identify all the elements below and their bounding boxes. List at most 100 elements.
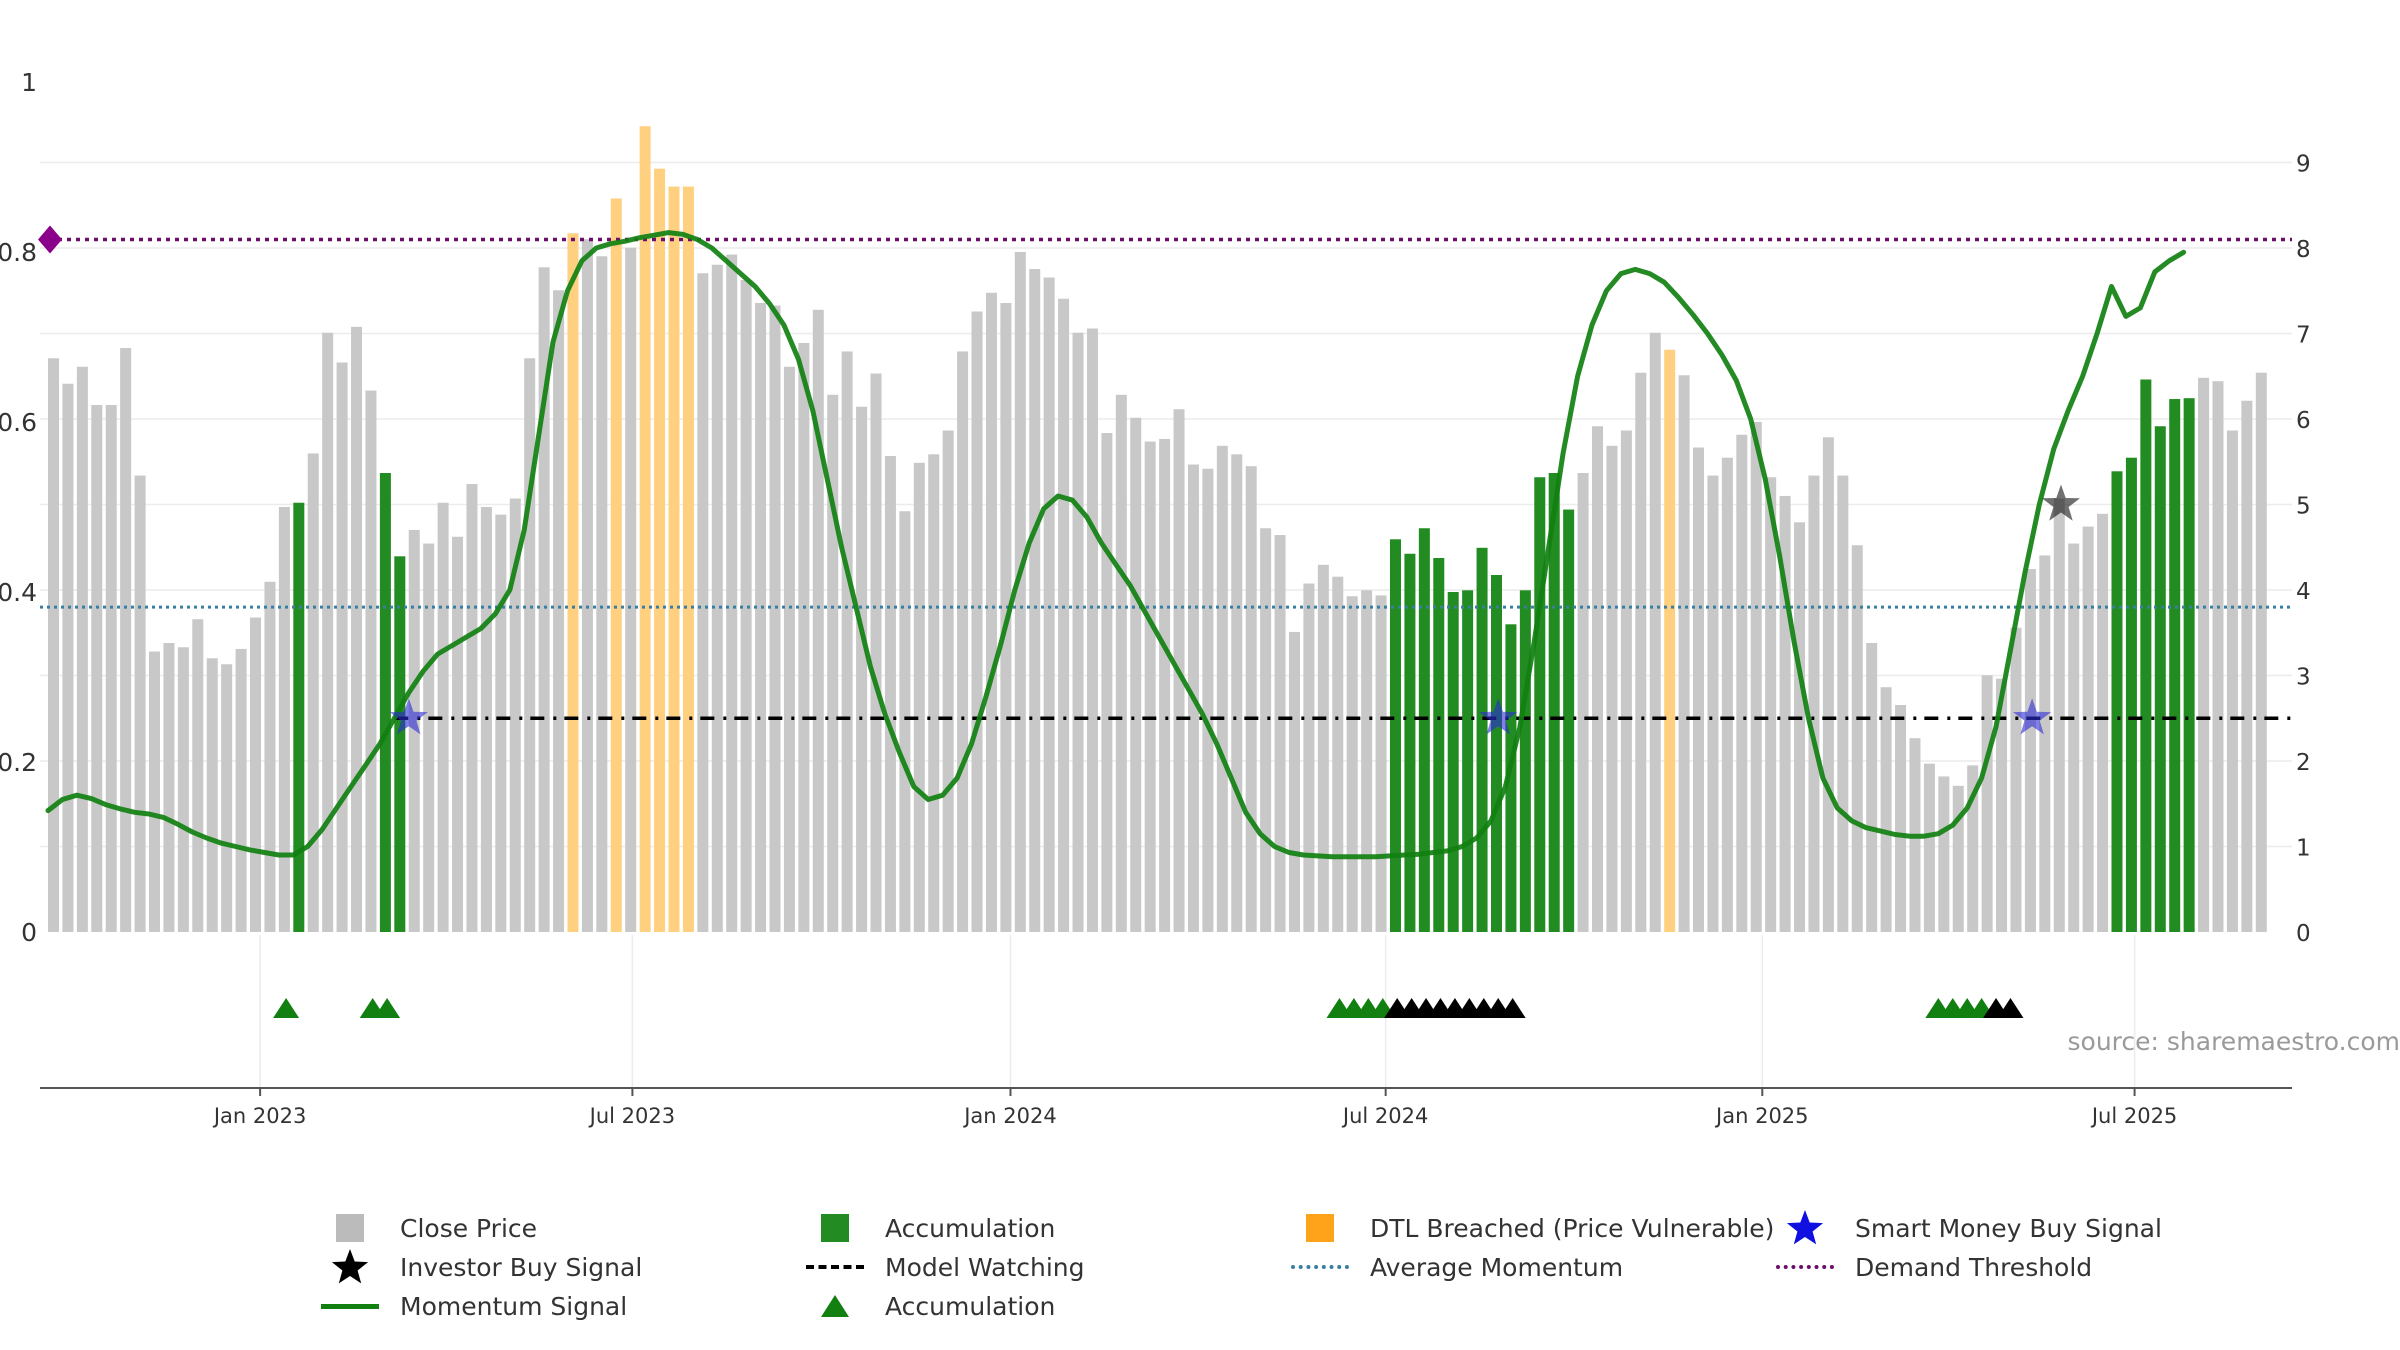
- close-price-bar: [1779, 495, 1791, 932]
- accumulation-bar: [1418, 528, 1430, 932]
- close-price-bar: [1649, 332, 1661, 932]
- legend-triangle-icon: [805, 1288, 865, 1324]
- close-price-bar: [1130, 417, 1142, 932]
- legend-label: Accumulation: [885, 1213, 1056, 1243]
- accumulation-triangle-marker: [273, 998, 300, 1018]
- momentum-signal-line: [45, 230, 2187, 860]
- close-price-bar: [1837, 475, 1849, 932]
- x-axis-tick-label: Jan 2025: [1714, 1104, 1809, 1128]
- reference-lines-layer: [38, 225, 2292, 720]
- accumulation-bar: [1519, 590, 1531, 932]
- close-price-bar: [726, 254, 738, 933]
- close-price-bar: [899, 511, 911, 932]
- close-price-bar: [62, 383, 74, 932]
- close-price-bar: [1808, 475, 1820, 932]
- accumulation-bar: [1404, 553, 1416, 932]
- left-axis-tick-label: 0.6: [0, 408, 37, 437]
- close-price-bar: [2255, 372, 2267, 932]
- close-price-bar: [307, 453, 319, 932]
- close-price-bar: [740, 280, 752, 932]
- accumulation-bar: [394, 556, 406, 932]
- right-axis-tick-label: 1: [2296, 836, 2311, 862]
- accumulation-bar: [1505, 624, 1517, 932]
- close-price-bar: [149, 651, 161, 932]
- accumulation-bar: [2140, 379, 2152, 932]
- close-price-bar: [1202, 468, 1214, 932]
- close-price-bar: [625, 247, 637, 932]
- right-axis-tick-label: 0: [2296, 921, 2311, 947]
- close-price-bar: [1592, 426, 1604, 932]
- close-price-bar: [942, 430, 954, 932]
- close-price-bar: [957, 351, 969, 932]
- close-price-bar: [365, 390, 377, 932]
- close-price-bar: [2082, 526, 2094, 932]
- close-price-bar: [1866, 643, 1878, 932]
- signal-markers-layer: [273, 484, 2080, 1018]
- close-price-bar: [913, 462, 925, 932]
- close-price-bar: [2241, 400, 2253, 932]
- close-price-bar: [120, 348, 132, 932]
- x-axis-tick-label: Jul 2025: [2090, 1104, 2177, 1128]
- close-price-bar: [1895, 705, 1907, 932]
- legend-item: DTL Breached (Price Vulnerable): [1290, 1210, 1774, 1246]
- close-price-bar: [105, 405, 117, 932]
- close-price-bar: [1288, 631, 1300, 932]
- close-price-bar: [192, 619, 204, 932]
- close-price-bar: [1880, 687, 1892, 932]
- accumulation-triangle-marker-black: [1997, 998, 2024, 1018]
- accumulation-bar: [1563, 509, 1575, 932]
- accumulation-bar: [2183, 398, 2195, 932]
- close-price-bar: [1115, 394, 1127, 932]
- close-price-bar: [1303, 583, 1315, 932]
- close-price-bar: [1750, 422, 1762, 932]
- close-price-bar: [250, 617, 262, 932]
- close-price-bar: [2053, 498, 2065, 932]
- left-axis-tick-label: 0.8: [0, 238, 37, 267]
- close-price-bar: [1952, 785, 1964, 932]
- accumulation-bar: [2154, 426, 2166, 932]
- close-price-bar: [884, 456, 896, 932]
- accumulation-bar: [1433, 558, 1445, 932]
- close-price-bar: [351, 326, 363, 932]
- left-axis-tick-label: 0.2: [0, 748, 37, 777]
- close-price-bar: [2024, 569, 2036, 932]
- close-price-bar: [2212, 381, 2224, 932]
- close-price-bar: [1678, 375, 1690, 932]
- legend-label: Close Price: [400, 1213, 538, 1243]
- right-axis-tick-label: 3: [2296, 665, 2311, 691]
- close-price-bar: [783, 366, 795, 932]
- close-price-bar: [2068, 543, 2080, 932]
- close-price-bar: [1923, 763, 1935, 932]
- close-price-bar: [1736, 434, 1748, 932]
- demand-threshold-marker: [38, 225, 62, 254]
- legend-star-icon: [1775, 1210, 1835, 1246]
- close-price-bar: [1332, 576, 1344, 932]
- left-axis-tick-label: 0: [21, 918, 37, 947]
- close-price-bar: [2097, 513, 2109, 932]
- left-axis-tick-label: 0.4: [0, 578, 37, 607]
- legend-item: Momentum Signal: [320, 1288, 627, 1324]
- close-price-bar: [177, 647, 189, 932]
- dtl-breached-bar: [682, 186, 694, 933]
- close-price-bar: [1620, 430, 1632, 932]
- accumulation-bar: [293, 502, 305, 932]
- close-price-bar: [1967, 765, 1979, 932]
- close-price-bar: [1231, 454, 1243, 932]
- right-axis-tick-label: 4: [2296, 579, 2311, 605]
- close-price-bar: [1794, 522, 1806, 932]
- legend-item: Close Price: [320, 1210, 537, 1246]
- accumulation-bar: [2111, 471, 2123, 932]
- close-price-bar: [755, 303, 767, 932]
- close-price-bar: [1606, 445, 1618, 932]
- close-price-bar: [697, 273, 709, 932]
- close-price-bar: [538, 267, 550, 932]
- legend-square-icon: [1290, 1210, 1350, 1246]
- accumulation-triangle-marker-black: [1499, 998, 1526, 1018]
- bars-layer: [48, 126, 2267, 933]
- legend-dotted-line-icon: [1290, 1249, 1350, 1285]
- legend-item: Demand Threshold: [1775, 1249, 2092, 1285]
- close-price-bar: [971, 311, 983, 932]
- close-price-bar: [134, 475, 146, 932]
- close-price-bar: [206, 658, 218, 932]
- close-price-bar: [1274, 535, 1286, 932]
